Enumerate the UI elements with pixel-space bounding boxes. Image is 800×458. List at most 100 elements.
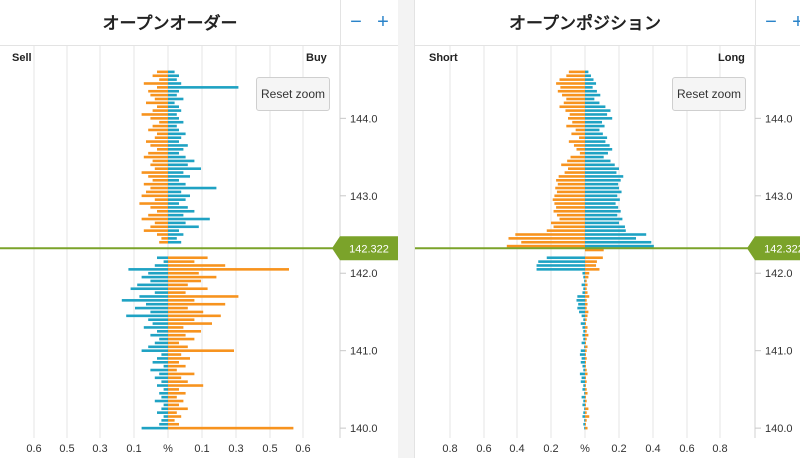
orders-bar [168,163,188,167]
panel-gap [398,0,414,458]
positions-bar [585,291,588,294]
orders-bar [143,155,168,159]
positions-bar [585,368,587,372]
orders-bar [154,341,168,345]
positions-zoom-in-button[interactable]: + [792,11,800,33]
positions-reset-zoom-button[interactable]: Reset zoom [672,77,746,111]
positions-bar [551,221,585,225]
orders-zoom-in-button[interactable]: + [377,11,389,33]
open-positions-title: オープンポジション [509,14,661,34]
positions-bar [585,151,608,155]
orders-bar [139,202,168,205]
positions-bar [515,233,585,236]
orders-bar [168,256,208,260]
open-positions-chart: 0.8 0.6 0.4 0.2% 0.2 0.4 0.6 0.8 144.0 143.0 142.0… [415,46,800,455]
open-positions-panel: オープンポジション − + 0.8 0.6 0.4 0.2% 0.2 0.4 0.6 0.8 1… [414,0,800,458]
orders-bar [168,74,179,78]
positions-price-tag: 142.322 [747,236,800,261]
short-label: Short [429,52,458,64]
positions-bar [584,279,586,283]
positions-bar [571,132,585,136]
orders-bar [168,70,175,74]
orders-bar [159,120,168,124]
positions-bar [566,74,585,78]
positions-y-tick-label: 143.0 [765,191,793,203]
orders-bar [168,299,195,302]
orders-bar [168,240,182,244]
positions-bar [585,229,626,232]
orders-bar [168,148,184,151]
orders-bar [168,194,190,198]
orders-bar [154,136,168,140]
positions-bar [585,364,586,368]
positions-y-tick-label: 141.0 [765,346,793,358]
orders-bar [157,357,168,360]
positions-bar [572,120,585,124]
orders-bar [168,291,186,294]
orders-bar [150,117,168,120]
orders-bar [154,198,168,201]
orders-bar [168,167,201,170]
orders-bar [150,310,168,314]
orders-bar [168,225,199,229]
orders-reset-zoom-button[interactable]: Reset zoom [256,77,330,111]
positions-x-tick-label: 0.6 [476,443,491,455]
positions-bar [585,175,624,178]
orders-bar [168,345,188,349]
orders-bar [150,279,168,283]
orders-bar [168,171,184,174]
orders-x-tick-label: 0.6 [26,443,41,455]
orders-bar [154,399,168,403]
positions-bar [568,70,585,74]
orders-bar [168,271,199,275]
positions-bar [580,360,585,364]
positions-bar [566,124,585,128]
orders-bar [168,151,179,155]
orders-bar [168,306,188,310]
orders-x-tick-label: 0.5 [262,443,277,455]
orders-bar [159,240,168,244]
orders-bar [168,287,208,291]
orders-bar [146,302,168,306]
positions-bar [583,318,585,322]
orders-bar [168,318,195,322]
orders-bar [168,341,179,345]
positions-bar [585,419,587,422]
positions-bar [585,411,587,414]
positions-bar [585,86,593,89]
positions-bar [581,376,585,380]
positions-bar [556,82,585,85]
positions-zoom-out-button[interactable]: − [765,11,777,33]
positions-bar [582,326,585,329]
orders-bar [168,136,182,140]
positions-header-divider [415,45,800,46]
orders-bar [141,113,168,116]
positions-bar [561,163,585,167]
positions-bar [566,97,585,101]
orders-bar [168,206,188,209]
orders-bar [141,194,168,198]
orders-bar [154,264,168,267]
orders-bar [163,364,168,368]
orders-zoom-out-button[interactable]: − [350,11,362,33]
positions-x-tick-label: 0.6 [679,443,694,455]
positions-bar [585,225,625,229]
orders-price-tag-shape [332,236,398,261]
orders-bar [159,391,168,395]
orders-x-tick-label: 0.3 [92,443,107,455]
positions-bar [585,268,600,271]
positions-bar [585,93,601,97]
orders-bar [168,128,179,132]
positions-x-tick-label: 0.2 [611,443,626,455]
orders-bar [152,109,168,112]
orders-bar [152,360,168,364]
positions-bar [506,244,585,248]
positions-bar [585,353,586,356]
orders-bar [168,237,177,240]
orders-bar [168,217,210,221]
orders-bar [150,206,168,209]
orders-bar [168,117,179,120]
open-orders-chart: 0.6 0.5 0.3 0.1% 0.1 0.3 0.5 0.6 144.0 143.0 142.0… [0,46,398,455]
orders-bar [150,163,168,167]
orders-bar [157,384,168,387]
